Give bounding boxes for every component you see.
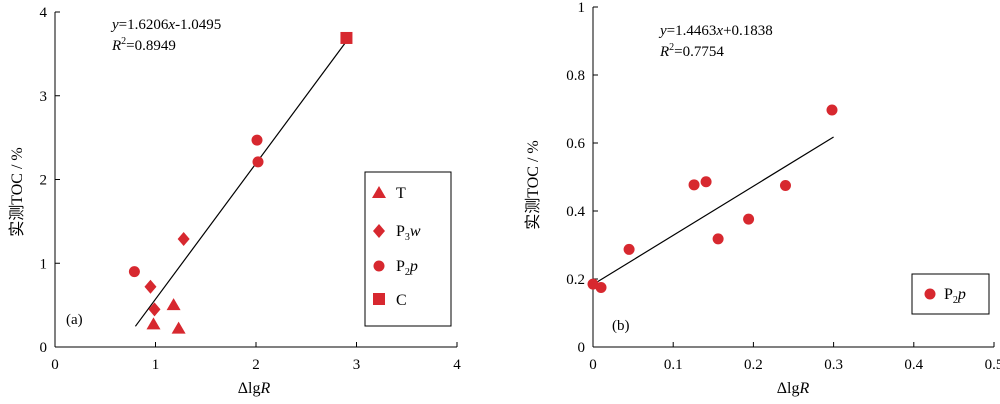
x-tick-label: 4 (453, 357, 461, 373)
legend-item-p3w: P3w (373, 223, 421, 243)
regression-line (134, 40, 347, 327)
x-tick-label: 0.3 (824, 357, 843, 373)
panel-b-axes (592, 7, 994, 348)
panel-a-x-label: ΔlgR (238, 380, 271, 397)
data-point-circle (700, 176, 712, 188)
panel-a-legend: T P3w P2p C (364, 171, 452, 327)
data-point-square (340, 31, 353, 44)
data-point-circle (252, 156, 264, 168)
data-point-circle (743, 213, 755, 225)
panel-a-x-ticks: 0 1 2 3 4 (51, 342, 461, 373)
x-tick-label: 2 (252, 357, 260, 373)
panel-b-legend: P2p (911, 273, 990, 315)
data-point-triangle (171, 321, 186, 334)
panel-b-fit-line (592, 136, 834, 286)
data-point-circle (779, 180, 791, 191)
data-point-triangle (146, 317, 161, 330)
circle-marker-icon (373, 260, 385, 272)
y-tick-label: 0.6 (566, 136, 585, 152)
data-point-triangle (166, 298, 181, 311)
data-point-circle (128, 266, 140, 278)
y-tick-label: 1 (578, 0, 586, 16)
data-point-circle (826, 104, 838, 116)
square-marker-icon (373, 293, 385, 305)
x-tick-label: 0.1 (664, 357, 683, 373)
data-point-diamond (148, 302, 161, 317)
y-tick-label: 0 (40, 340, 48, 356)
x-tick-label: 0.5 (985, 357, 1000, 373)
x-tick-label: 0 (51, 357, 59, 373)
circle-marker-icon (924, 288, 936, 300)
legend-item-t: T (372, 185, 406, 202)
y-tick-label: 0.8 (566, 68, 585, 84)
triangle-marker-icon (372, 186, 386, 198)
regression-line (592, 136, 834, 286)
legend-item-p2p-b: P2p (924, 286, 966, 306)
panel-b-r-squared: R2=0.7754 (659, 42, 724, 60)
y-tick-label: 4 (40, 5, 48, 21)
y-tick-label: 3 (40, 89, 48, 105)
legend-item-p2p: P2p (373, 258, 418, 278)
data-point-circle (623, 243, 635, 255)
x-tick-label: 3 (353, 357, 361, 373)
legend-label-p2p: P2p (396, 258, 418, 278)
panel-b-x-label: ΔlgR (777, 380, 810, 397)
panel-a-fit-line (134, 40, 347, 327)
legend-label-t: T (396, 185, 406, 202)
y-tick-label: 1 (40, 256, 48, 272)
y-tick-label: 0.4 (566, 204, 585, 220)
panel-a-r-squared: R2=0.8949 (111, 36, 176, 54)
legend-label-p3w: P3w (396, 223, 421, 243)
panel-b-equation: y=1.4463x+0.1838 (658, 23, 773, 39)
y-tick-label: 2 (40, 173, 48, 189)
diamond-marker-icon (373, 224, 385, 238)
panel-a: 0 1 2 3 4 0 1 2 3 4 y=1.6206x-1.0495 R2=0.8949 (… (8, 5, 461, 397)
panel-a-label: (a) (66, 312, 83, 328)
panel-b-x-ticks: 0 0.1 0.2 0.3 0.4 0.5 (589, 342, 1000, 373)
data-point-diamond (177, 231, 190, 246)
panel-b-y-ticks: 0 0.2 0.4 0.6 0.8 1 (566, 0, 598, 356)
data-point-diamond (144, 279, 157, 294)
x-tick-label: 0.2 (744, 357, 763, 373)
y-tick-label: 0.2 (566, 272, 585, 288)
legend-label-p2p-b: P2p (944, 286, 966, 306)
data-point-circle (688, 179, 700, 191)
x-tick-label: 0 (589, 357, 597, 373)
x-tick-label: 0.4 (904, 357, 923, 373)
panel-b-y-label: 实测TOC / % (524, 140, 542, 230)
panel-b-points (587, 104, 838, 293)
data-point-circle (251, 134, 263, 146)
panel-b-label: (b) (612, 318, 630, 334)
x-tick-label: 1 (152, 357, 160, 373)
data-point-circle (595, 282, 607, 293)
panel-a-equation: y=1.6206x-1.0495 (110, 17, 221, 33)
panel-b: 0 0.1 0.2 0.3 0.4 0.5 0 0.2 0.4 0.6 0.8 1 y=1.4463… (524, 0, 1000, 397)
panel-a-y-label: 实测TOC / % (8, 147, 26, 237)
panel-a-y-ticks: 0 1 2 3 4 (40, 5, 60, 356)
legend-item-c: C (373, 292, 407, 309)
legend-label-c: C (396, 292, 407, 309)
panel-a-points (128, 31, 353, 334)
data-point-circle (712, 233, 724, 245)
y-tick-label: 0 (578, 340, 586, 356)
